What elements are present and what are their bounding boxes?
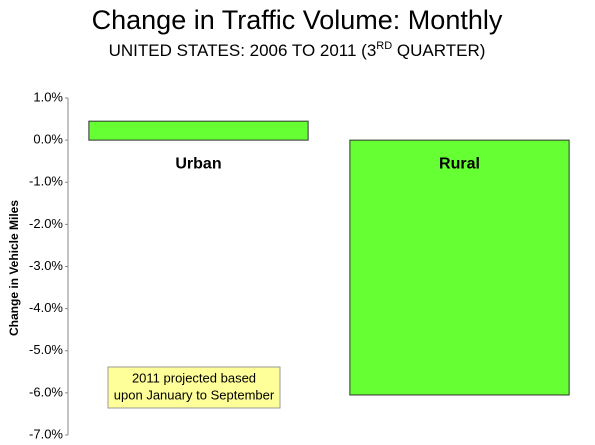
y-tick-label: -3.0% bbox=[29, 258, 63, 273]
bar bbox=[88, 120, 309, 141]
y-tick-label: -5.0% bbox=[29, 342, 63, 357]
subtitle-part: UNITED STATES: 2006 TO 2011 (3 bbox=[109, 41, 377, 60]
category-label: Rural bbox=[439, 155, 480, 172]
y-tick-label: 0.0% bbox=[33, 132, 63, 147]
y-tick-label: -1.0% bbox=[29, 174, 63, 189]
y-tick-label: -7.0% bbox=[29, 426, 63, 441]
annotation-text: 2011 projected based bbox=[132, 370, 256, 385]
annotation-box bbox=[107, 366, 281, 409]
subtitle-superscript: RD bbox=[376, 40, 392, 52]
category-label: Urban bbox=[175, 155, 221, 172]
y-axis-label: Change in Vehicle Miles bbox=[7, 200, 21, 336]
chart-subtitle: UNITED STATES: 2006 TO 2011 (3RD QUARTER… bbox=[109, 40, 486, 61]
bar bbox=[349, 139, 570, 396]
y-tick-label: -6.0% bbox=[29, 384, 63, 399]
annotation-text: upon January to September bbox=[114, 387, 275, 402]
y-tick-label: -2.0% bbox=[29, 216, 63, 231]
y-tick-label: 1.0% bbox=[33, 89, 63, 104]
subtitle-part: QUARTER) bbox=[392, 41, 485, 60]
y-tick-label: -4.0% bbox=[29, 300, 63, 315]
chart-title: Change in Traffic Volume: Monthly bbox=[92, 5, 503, 35]
